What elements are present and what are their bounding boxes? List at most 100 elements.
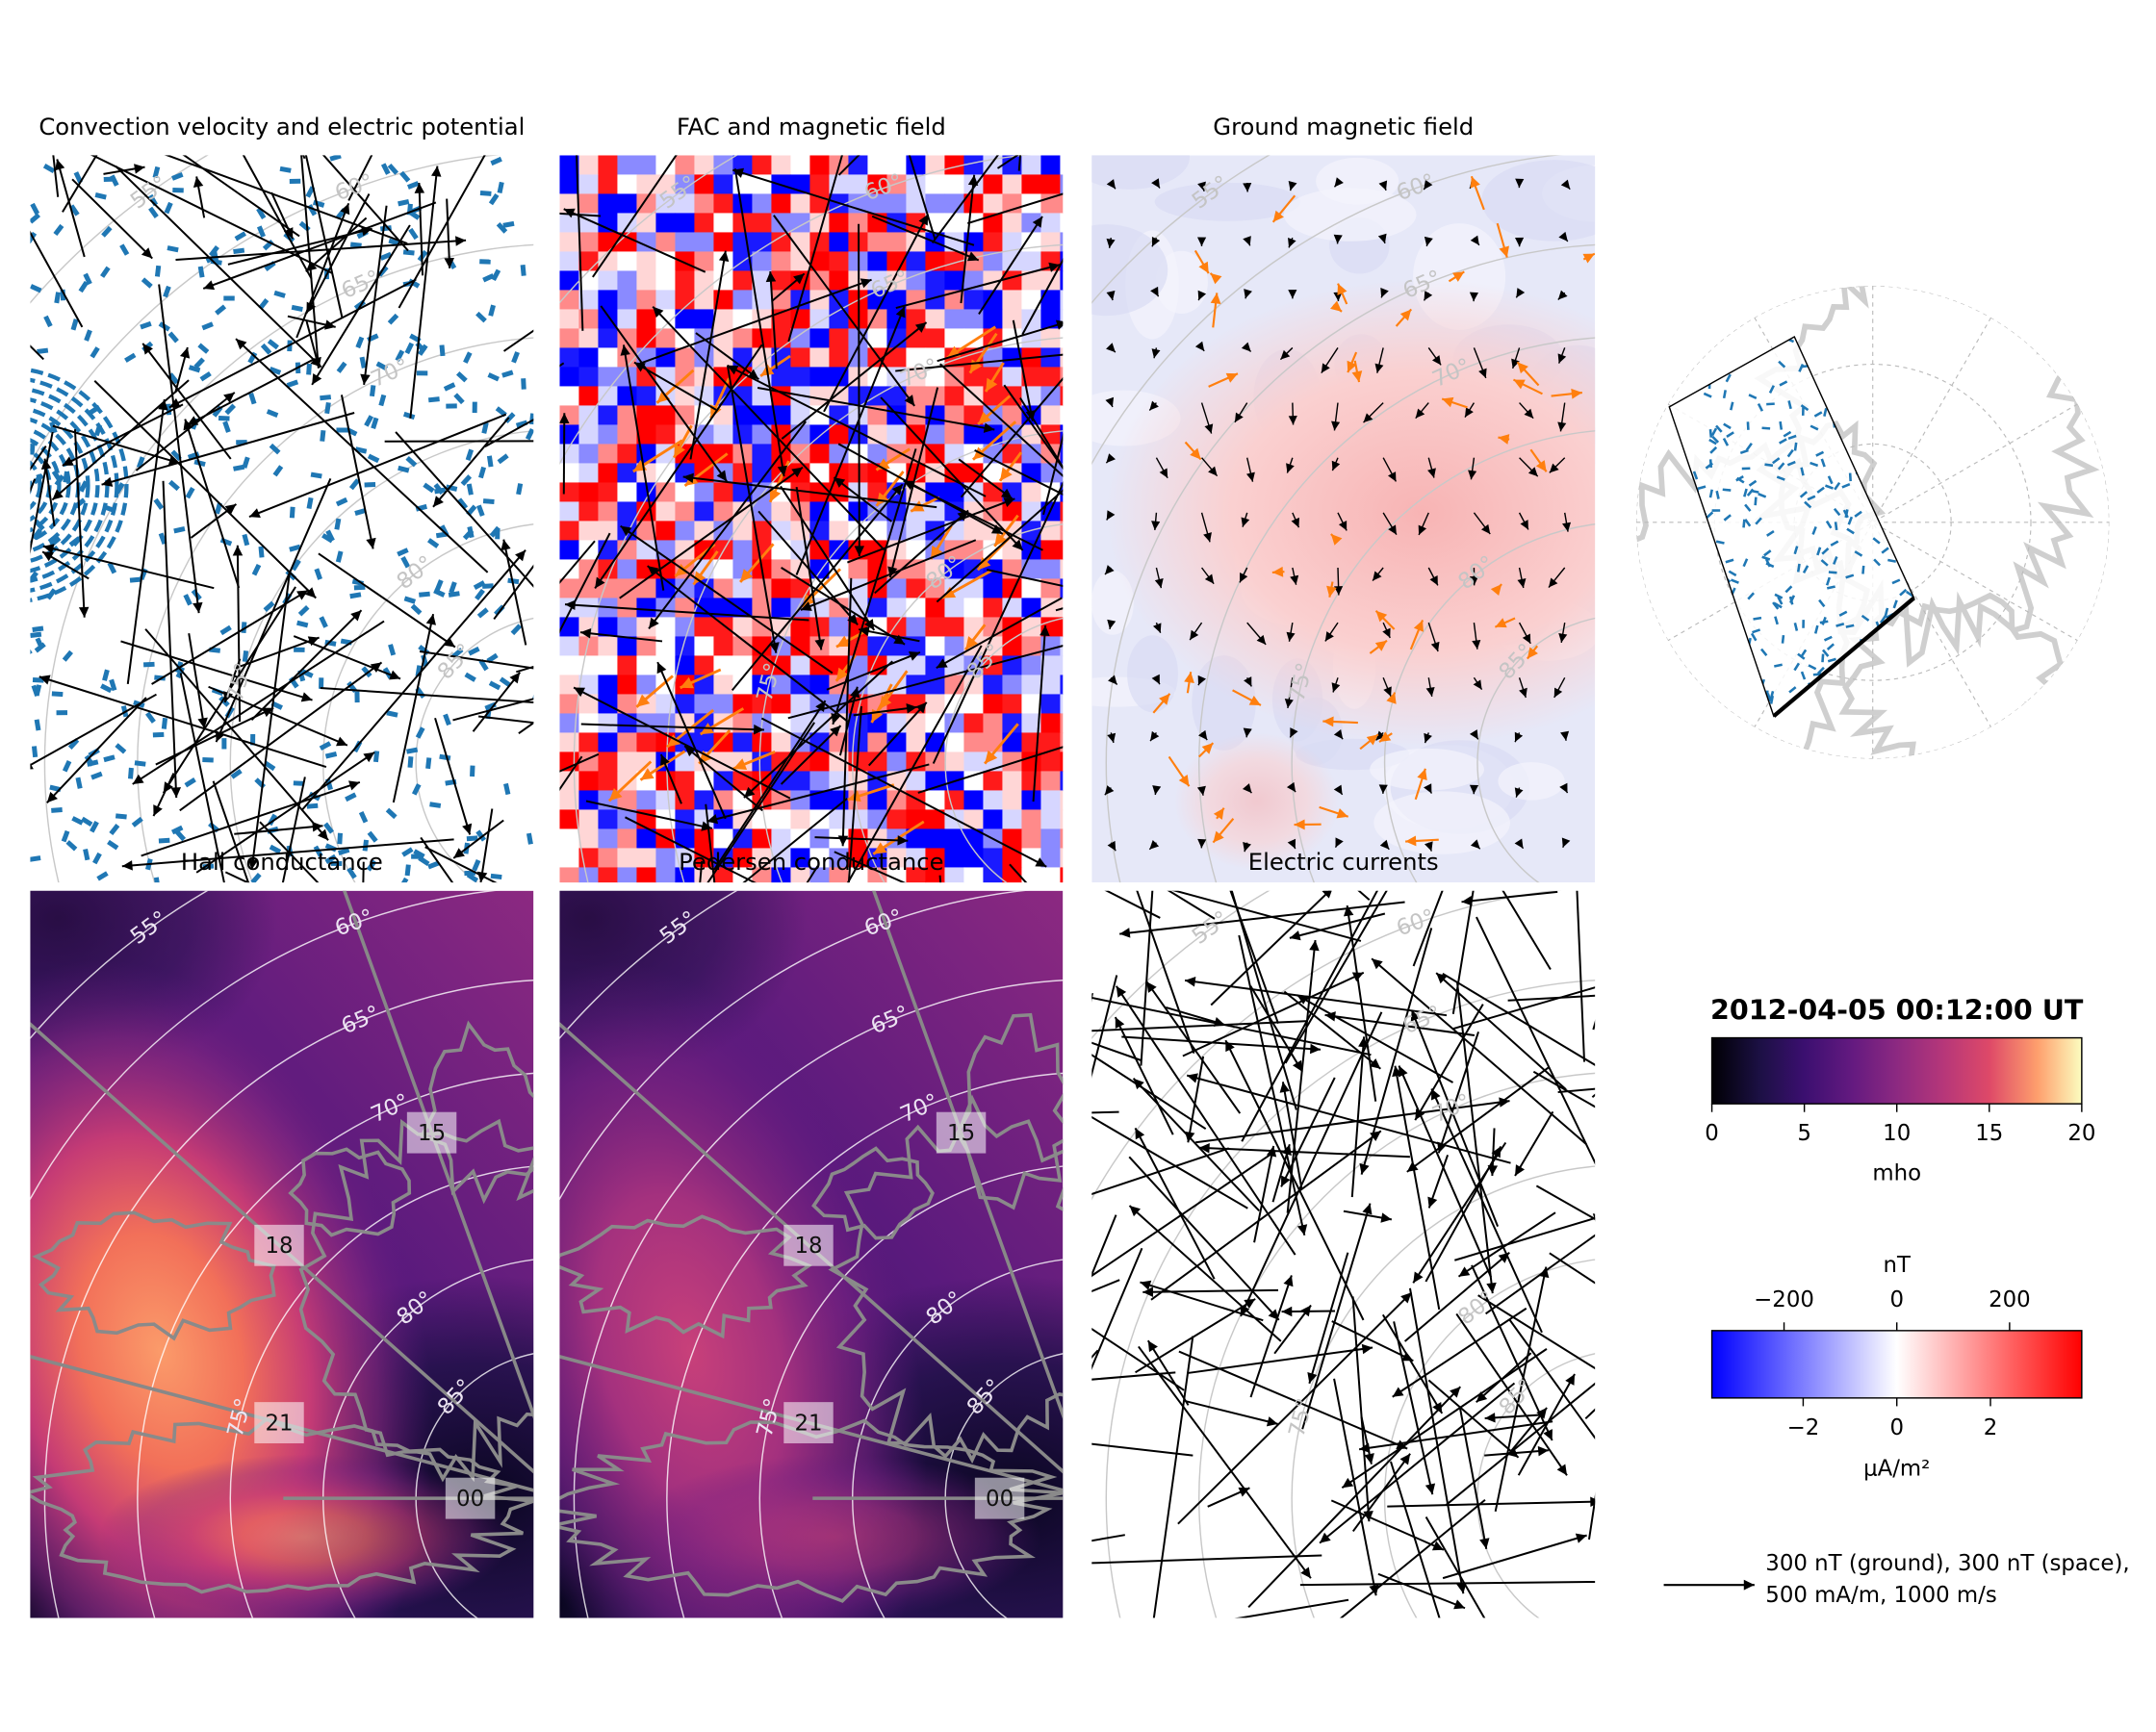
arrow-shaft [1091, 1041, 1142, 1061]
potential-contour [403, 596, 417, 604]
map-panel: 55°60°65°70°80°85°75°60° [559, 155, 1064, 883]
potential-contour [1781, 634, 1785, 644]
arrow-head [42, 544, 55, 554]
potential-contour [499, 676, 512, 688]
arrow-head [223, 392, 235, 403]
arrow-shaft [1324, 1013, 1476, 1037]
fac-cell [578, 809, 600, 830]
fac-cell [867, 290, 888, 311]
potential-contour [1729, 352, 1735, 361]
potential-contour [361, 666, 372, 678]
potential-contour [251, 563, 262, 576]
fac-cell [925, 848, 946, 869]
tick-label: 0 [1705, 1121, 1719, 1146]
potential-contour [1804, 500, 1812, 509]
potential-contour [1679, 678, 1688, 684]
arrow-head [1642, 1080, 1653, 1089]
arrow-shaft [472, 672, 522, 732]
arrow-shaft [424, 846, 498, 883]
arrow-head [1398, 1065, 1408, 1078]
arrow-head [1210, 272, 1222, 285]
arrow-head [1210, 293, 1221, 304]
fac-cell [963, 540, 985, 561]
arrow-head [500, 539, 511, 551]
potential-contour [267, 339, 279, 350]
arrow-shaft [1012, 319, 1034, 421]
fac-cell [578, 251, 600, 272]
potential-contour [411, 783, 422, 796]
arrow-shaft [121, 838, 454, 868]
potential-contour [78, 480, 89, 493]
potential-contour [1788, 596, 1794, 605]
tick-label: −2 [1787, 1415, 1820, 1440]
fac-cell [925, 617, 946, 638]
arrow-head [936, 658, 948, 669]
fac-cell [655, 636, 677, 657]
arrow-head [1309, 940, 1320, 952]
arrow-head [1425, 686, 1435, 697]
fac-cell [1021, 790, 1042, 811]
arrow-shaft [320, 686, 534, 703]
arrow-head [1560, 730, 1570, 741]
fac-cell [829, 232, 850, 253]
arrow-shaft [1424, 1145, 1502, 1283]
potential-contour [319, 616, 328, 628]
map-panel: 55°60°65°70°80°85°75°60° [1091, 890, 1653, 1618]
arrow-shaft [958, 458, 1014, 500]
fac-cell [694, 694, 715, 715]
arrow-head [1606, 956, 1616, 968]
arrow-head [46, 791, 58, 803]
fac-cell [675, 328, 696, 349]
fac-cell [598, 675, 619, 696]
arrow-shaft [1091, 1327, 1185, 1391]
fac-cell [1002, 232, 1023, 253]
fac-cell [694, 444, 715, 465]
fac-cell [809, 848, 831, 869]
fac-cell [790, 347, 811, 369]
potential-contour [266, 409, 279, 418]
fac-cell [1040, 713, 1062, 734]
arrow-head [834, 477, 846, 488]
fac-cell [983, 809, 1004, 830]
fac-cell [1040, 790, 1062, 811]
arrow-shaft [1091, 1371, 1176, 1381]
arrow-head [985, 750, 998, 764]
potential-contour [1742, 558, 1749, 568]
arrow-head [1452, 271, 1465, 282]
arrow-head [197, 717, 208, 729]
potential-contour [468, 646, 480, 656]
potential-contour [1825, 520, 1833, 529]
arrow-head [278, 41, 288, 53]
fac-cell [925, 193, 946, 215]
potential-contour [320, 395, 332, 401]
arrow-head [906, 703, 917, 714]
potential-contour [30, 438, 62, 533]
fac-cell [809, 367, 831, 388]
arrow-shaft [781, 321, 928, 440]
arrow-head [1515, 1164, 1526, 1176]
arrow-head [1213, 807, 1224, 820]
arrow-shaft [208, 685, 348, 747]
fac-cell [732, 694, 754, 715]
potential-contour [1870, 366, 1877, 375]
arrow-head [1105, 396, 1115, 408]
arrow-head [1243, 727, 1252, 738]
arrow-shaft [179, 673, 225, 883]
fac-cell [944, 559, 965, 580]
fac-cell [655, 270, 677, 292]
fac-cell [1021, 270, 1042, 292]
arrow-head [360, 373, 371, 385]
potential-contour [1656, 559, 1661, 565]
mlt-label: 00 [456, 1487, 484, 1512]
potential-contour [388, 644, 397, 656]
arrow-head [1519, 687, 1527, 698]
arrow-head [986, 377, 998, 392]
potential-contour [1774, 601, 1783, 609]
colorbar [1710, 1330, 2083, 1399]
latitude-circle [758, 430, 1064, 883]
arrow-shaft [800, 539, 977, 611]
arrow-shaft [858, 628, 920, 643]
meridian [30, 1355, 534, 1492]
arrow-shaft [1299, 1580, 1596, 1587]
fac-cell [1021, 559, 1042, 580]
